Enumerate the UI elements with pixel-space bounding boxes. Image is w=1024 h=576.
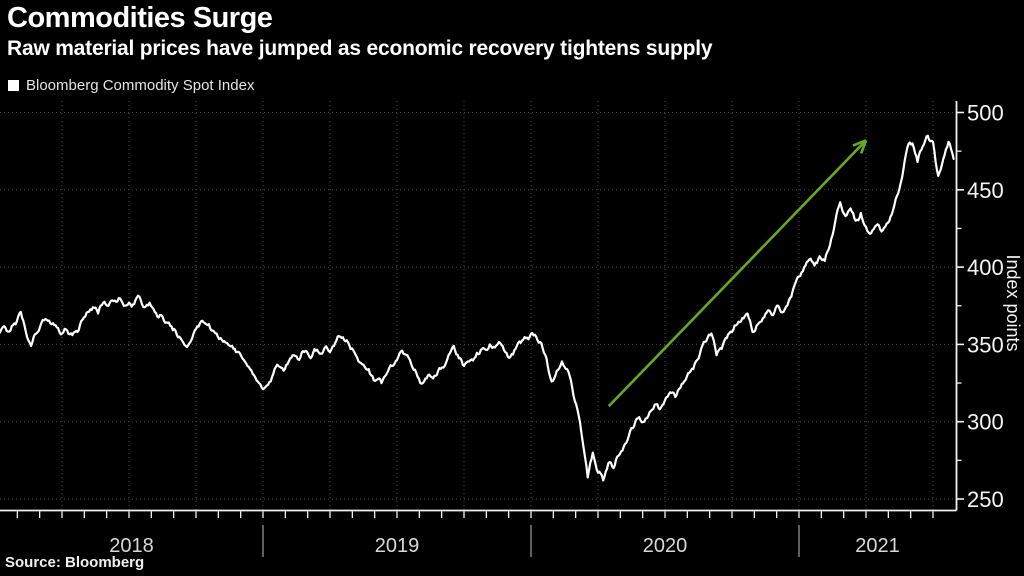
year-label: 2020 [643,535,688,557]
y-tick-label: 300 [967,410,1004,435]
year-label: 2018 [109,535,154,557]
year-label: 2021 [855,535,900,557]
y-tick-label: 450 [967,178,1004,203]
trend-arrow-head [859,139,868,154]
y-tick-label: 500 [967,101,1004,126]
index-series-line [0,134,955,482]
chart-subtitle: Raw material prices have jumped as econo… [7,37,713,60]
y-axis-title: Index points [1003,254,1023,351]
year-label: 2019 [375,535,420,557]
trend-arrow-head [852,139,867,147]
trend-arrow-shaft [607,139,867,408]
y-tick-label: 400 [967,255,1004,280]
y-tick-label: 350 [967,332,1004,357]
source-credit: Source: Bloomberg [5,554,145,571]
chart-title: Commodities Surge [7,2,273,34]
legend-swatch-icon [8,80,19,91]
y-tick-label: 250 [967,487,1004,512]
legend-label: Bloomberg Commodity Spot Index [26,77,255,94]
legend: Bloomberg Commodity Spot Index [8,77,254,94]
